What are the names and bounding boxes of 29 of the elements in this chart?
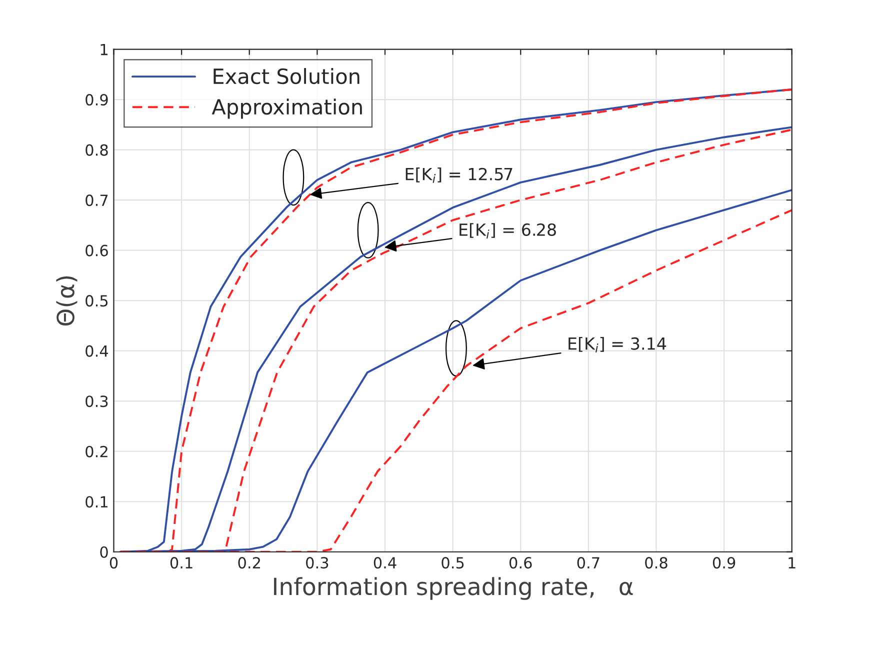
x-tick-label: 0.8 — [645, 557, 668, 569]
x-tick-label: 0.4 — [374, 557, 396, 569]
x-tick-label: 1 — [788, 557, 796, 568]
x-tick-label: 0.3 — [306, 557, 328, 569]
y-axis-title: Θ(α) — [56, 276, 78, 326]
x-tick-label: 0.7 — [577, 557, 600, 569]
annotation: E[K$_{i}$] = 3.14 — [568, 337, 666, 352]
y-tick-label: 0 — [100, 546, 108, 558]
x-tick-label: 0.9 — [712, 557, 736, 569]
x-tick-label: 0.5 — [442, 557, 464, 569]
x-tick-label: 0.1 — [170, 557, 192, 569]
y-tick-label: 0.9 — [86, 94, 108, 106]
x-tick-label: 0.6 — [509, 557, 532, 569]
y-tick-label: 0.1 — [86, 496, 108, 508]
x-tick-label: 0 — [110, 557, 118, 569]
y-tick-label: 0.4 — [86, 345, 108, 357]
annotation: E[K$_{i}$] = 12.57 — [406, 168, 512, 183]
y-tick-label: 0.7 — [86, 194, 108, 206]
y-tick-label: 0.6 — [86, 244, 108, 256]
y-tick-label: 1 — [100, 44, 108, 56]
y-tick-label: 0.5 — [86, 295, 108, 307]
x-axis-title: Information spreading rate, α — [274, 577, 633, 600]
legend-label: Exact Solution — [214, 68, 360, 84]
annotation: E[K$_{i}$] = 6.28 — [460, 223, 556, 238]
legend-label: Approximation — [212, 98, 362, 119]
x-tick-label: 0.2 — [238, 557, 260, 569]
y-tick-label: 0.3 — [86, 396, 108, 408]
y-tick-label: 0.8 — [86, 144, 108, 156]
y-tick-label: 0.2 — [86, 446, 108, 458]
